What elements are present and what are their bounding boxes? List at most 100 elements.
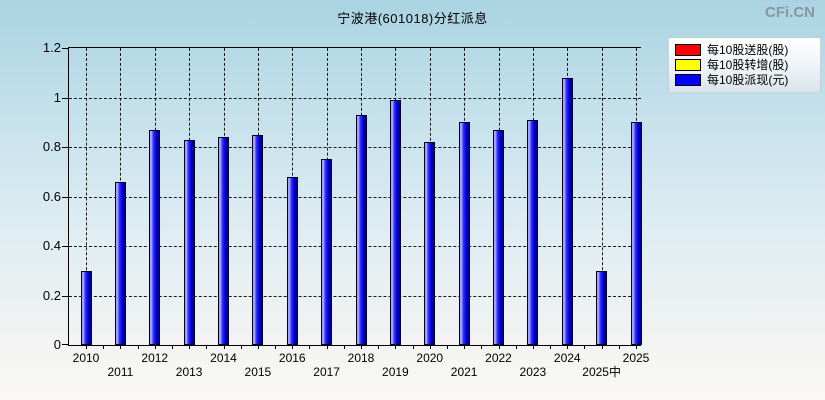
dividend-bar-2015 [252, 134, 264, 345]
x-axis-tick [429, 345, 431, 349]
x-tick-label: 2016 [278, 351, 306, 365]
dividend-bar-2019 [389, 99, 401, 345]
x-axis-tick [481, 345, 483, 349]
x-axis-tick [120, 345, 122, 349]
dividend-bar-2020 [424, 142, 436, 345]
gridline-v [601, 48, 603, 345]
x-axis-tick [464, 345, 466, 349]
x-tick-label: 2017 [313, 365, 340, 379]
x-tick-label: 2023 [519, 365, 547, 379]
x-axis-tick [206, 345, 208, 349]
y-axis-tick [62, 97, 68, 99]
legend-swatch-icon [675, 43, 701, 56]
dividend-bar-2025中 [596, 270, 608, 345]
x-tick-label: 2015 [244, 365, 272, 379]
legend-swatch-icon [675, 58, 701, 71]
legend-item: 每10股送股(股) [675, 42, 814, 57]
dividend-bar-2023 [527, 119, 539, 345]
x-tick-label: 2011 [107, 365, 134, 379]
legend-label: 每10股转增(股) [707, 58, 789, 72]
x-axis-tick [171, 345, 173, 349]
y-tick-label: 1 [53, 89, 61, 105]
gridline-h [69, 147, 641, 148]
x-tick-label: 2018 [347, 351, 375, 365]
y-axis-tick [62, 147, 68, 148]
gridline-h [69, 196, 641, 198]
x-tick-label: 2014 [210, 351, 237, 365]
y-tick-label: 0.6 [42, 188, 61, 204]
dividend-bar-2010 [80, 270, 92, 345]
x-axis-tick [154, 345, 156, 349]
dividend-bar-2021 [458, 122, 470, 345]
x-axis-tick [326, 345, 328, 349]
x-axis-tick [636, 345, 637, 349]
y-axis-tick [62, 48, 68, 49]
x-tick-label: 2019 [382, 365, 409, 379]
dividend-bar-2018 [355, 114, 367, 345]
x-axis-tick [223, 345, 225, 349]
x-axis-tick [257, 345, 259, 349]
legend-label: 每10股送股(股) [707, 43, 789, 57]
dividend-bar-2024 [561, 77, 573, 345]
dividend-bar-2013 [183, 139, 195, 345]
x-tick-label: 2020 [416, 351, 444, 365]
x-tick-label: 2025 [622, 351, 650, 365]
gridline-v [86, 48, 87, 345]
y-tick-label: 1.2 [42, 40, 61, 55]
x-axis-tick [446, 345, 448, 349]
y-tick-label: 0.2 [42, 287, 61, 303]
y-axis-tick [62, 295, 68, 297]
y-axis-tick [62, 344, 68, 345]
x-axis-tick [550, 345, 552, 349]
x-axis-tick [361, 345, 362, 349]
x-tick-label: 2021 [450, 365, 478, 379]
x-tick-label: 2012 [141, 351, 169, 365]
x-axis-tick [498, 345, 500, 349]
x-axis-tick [275, 345, 277, 349]
x-axis-tick [86, 345, 87, 349]
x-axis-tick [292, 345, 294, 349]
x-axis-tick [601, 345, 603, 349]
dividend-bar-2011 [114, 181, 126, 345]
legend-item: 每10股派现(元) [675, 72, 814, 87]
dividend-bar-2025 [630, 122, 642, 345]
dividend-bar-2017 [321, 159, 333, 345]
x-axis-tick [515, 345, 517, 349]
plot-area: 0 0.2 0.4 0.6 0.8 1 1.2 2010 2011 2012 2013 2014 201… [43, 41, 649, 379]
x-axis-tick [584, 345, 586, 349]
x-axis-tick [343, 345, 345, 349]
x-axis-tick [189, 345, 191, 349]
gridline-h [69, 97, 641, 99]
gridline-h [69, 295, 641, 297]
chart-legend: 每10股送股(股) 每10股转增(股) 每10股派现(元) [668, 37, 821, 93]
x-axis-tick [395, 345, 397, 349]
y-tick-label: 0.4 [42, 238, 61, 253]
x-axis-tick [137, 345, 139, 349]
legend-swatch-icon [675, 73, 701, 86]
y-axis-tick [62, 246, 68, 247]
y-tick-label: 0.8 [42, 139, 61, 154]
legend-item: 每10股转增(股) [675, 57, 814, 72]
dividend-bar-2014 [218, 137, 229, 345]
x-axis-tick [618, 345, 620, 349]
dividend-bar-2022 [493, 129, 504, 345]
x-axis-tick [412, 345, 414, 349]
y-tick-label: 0 [53, 337, 61, 352]
gridline-h [69, 246, 641, 247]
x-tick-label: 2013 [175, 365, 203, 379]
x-axis-tick [532, 345, 534, 349]
chart-title: 宁波港(601018)分红派息 [337, 11, 488, 26]
dividend-bar-2016 [286, 176, 298, 345]
x-axis-tick [309, 345, 311, 349]
x-axis-tick [567, 345, 569, 349]
y-axis-tick [62, 196, 68, 198]
dividend-bar-2012 [149, 129, 161, 345]
x-tick-label: 2022 [485, 351, 512, 365]
x-tick-label: 2025中 [582, 365, 621, 379]
legend-label: 每10股派现(元) [707, 73, 789, 87]
site-watermark: CFi.CN [765, 4, 815, 21]
x-axis-tick [378, 345, 380, 349]
x-tick-label: 2010 [72, 351, 100, 365]
x-axis-tick [240, 345, 242, 349]
